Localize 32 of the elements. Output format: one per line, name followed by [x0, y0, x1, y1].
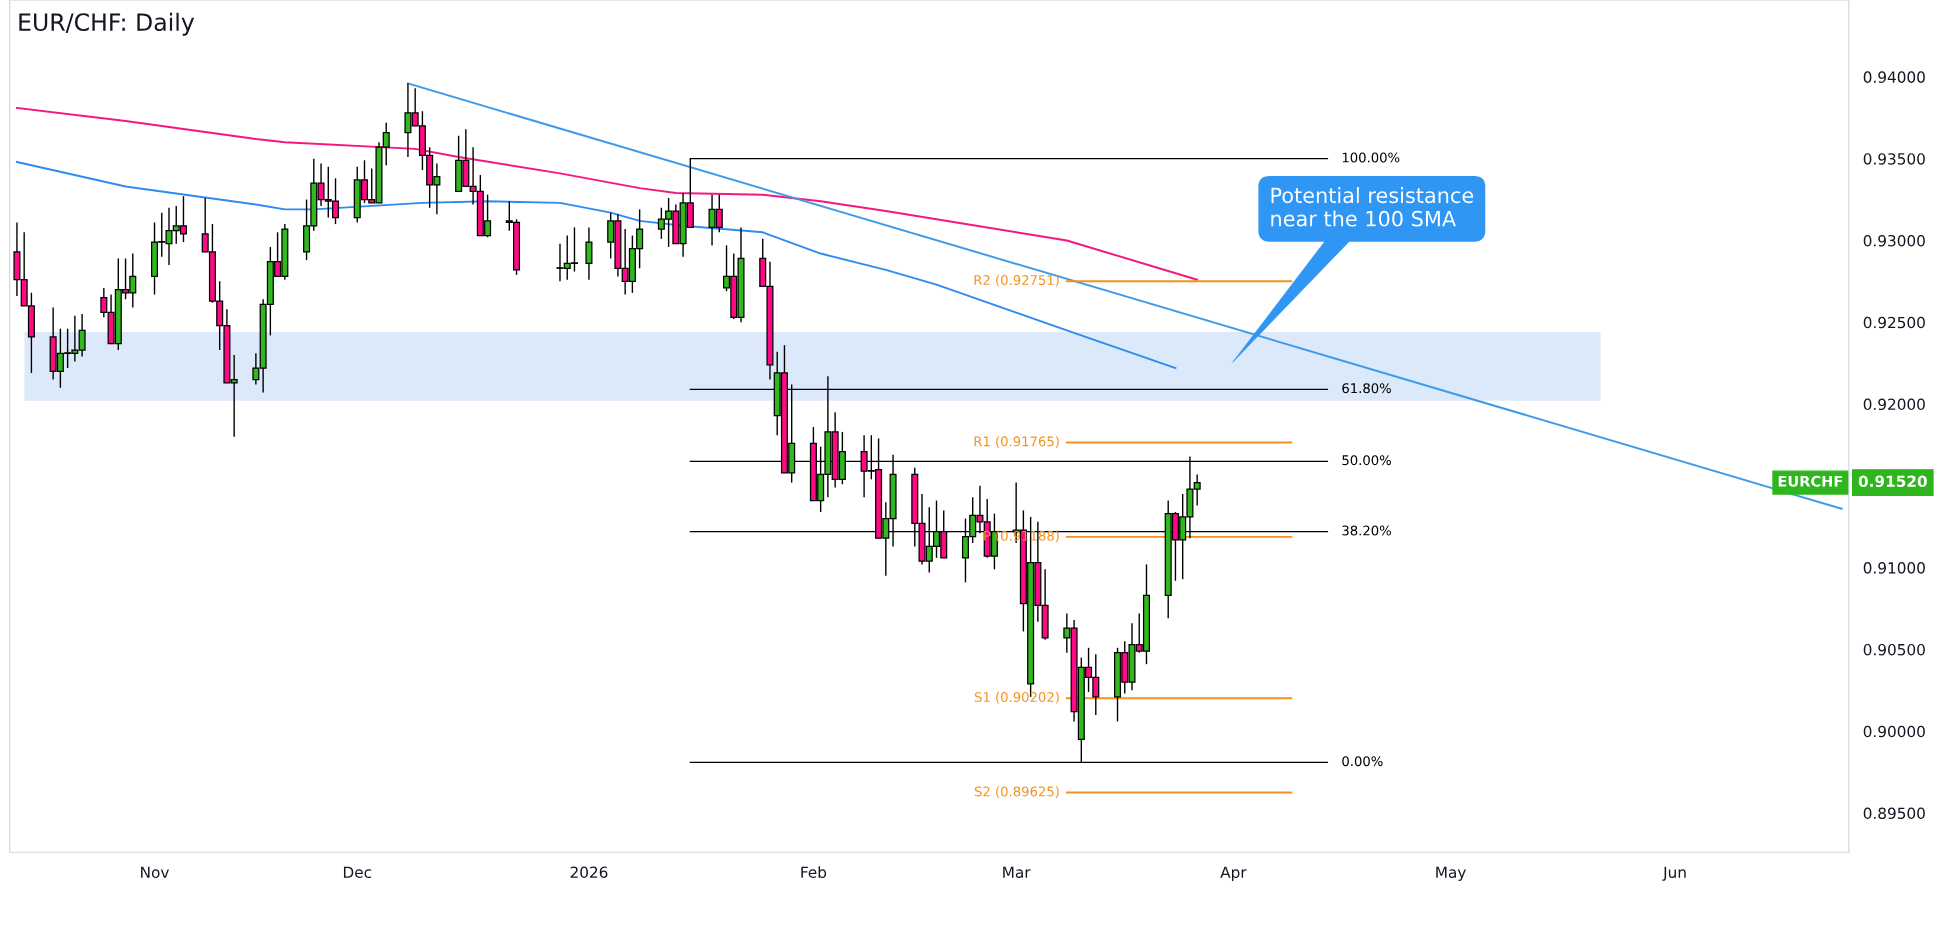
x-tick-label: May [1436, 866, 1466, 881]
y-tick-label: 0.94000 [1863, 71, 1925, 83]
x-tick-label: Mar [1003, 866, 1031, 879]
x-tick-label: Jun [1662, 866, 1686, 881]
x-tick-label: Feb [801, 866, 827, 879]
annotation: S2 (0.89625) [974, 786, 1059, 798]
annotation: 61.80% [1342, 383, 1391, 394]
text: 0.91520 [1858, 475, 1927, 488]
y-tick-label: 0.90000 [1863, 725, 1925, 738]
annotation: 50.00% [1342, 455, 1391, 466]
annotation: R1 (0.91765) [974, 436, 1059, 448]
y-tick-label: 0.90500 [1863, 643, 1925, 656]
annotation: 38.20% [1342, 525, 1391, 536]
y-tick-label: 0.93000 [1863, 234, 1925, 247]
line-series [15, 160, 1177, 370]
y-tick-label: 0.92500 [1863, 316, 1925, 329]
y-tick-label: 0.92000 [1863, 398, 1925, 411]
y-tick-label: 0.89500 [1863, 807, 1925, 820]
x-tick-label: Apr [1220, 866, 1247, 881]
y-tick-label: 0.93500 [1863, 153, 1925, 165]
x-tick-label: 2026 [570, 866, 608, 879]
annotation: 100.00% [1342, 152, 1400, 163]
annotation: Potential resistance near the 100 SMA [1271, 187, 1474, 227]
y-tick-label: 0.91000 [1863, 562, 1925, 574]
annotation: R2 (0.92751) [974, 274, 1059, 287]
text: EUR/CHF: Daily [19, 12, 195, 36]
x-tick-label: Nov [141, 866, 169, 879]
annotation: 0.00% [1342, 756, 1383, 767]
candlestick [585, 226, 593, 281]
annotation: EURCHF [1778, 475, 1843, 487]
x-tick-label: Dec [343, 866, 372, 879]
annotation: S1 (0.90202) [974, 691, 1059, 704]
